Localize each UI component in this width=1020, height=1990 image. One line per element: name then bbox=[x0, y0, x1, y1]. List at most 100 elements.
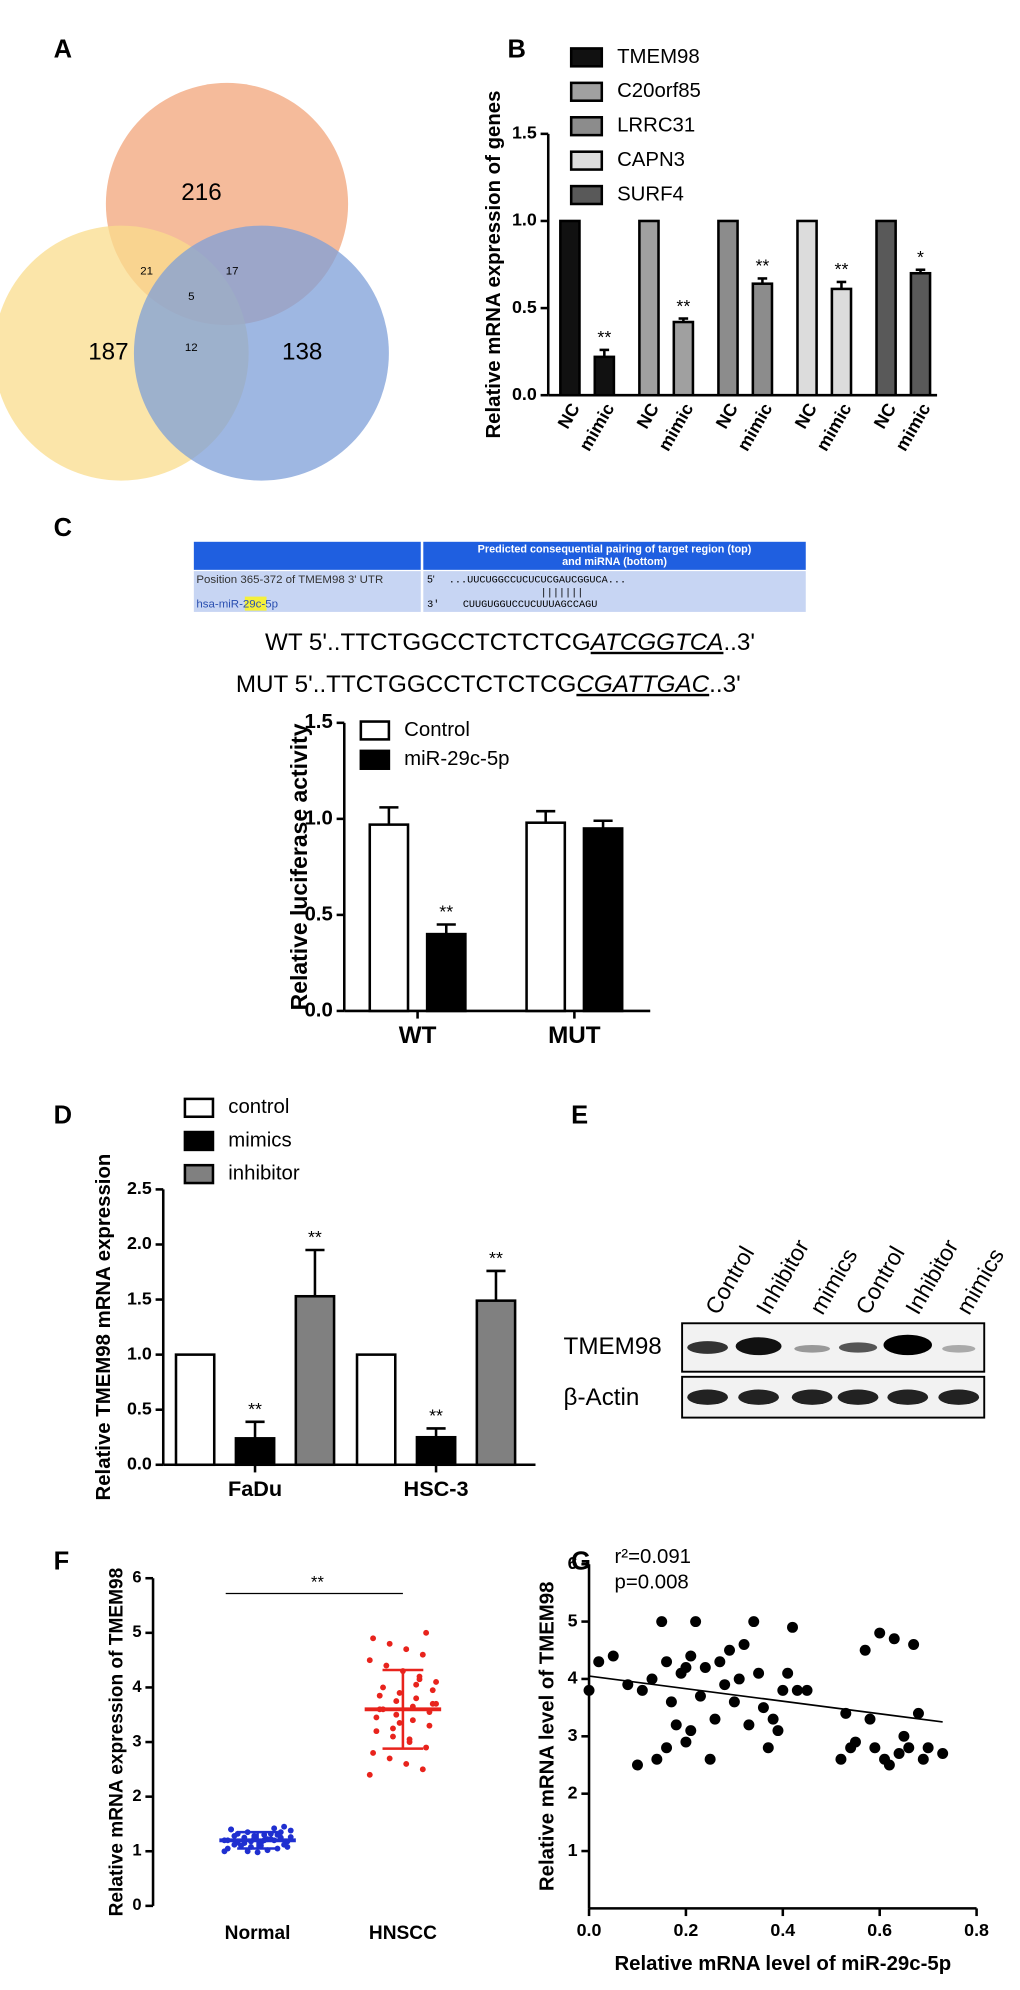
panel-label: E bbox=[571, 1101, 588, 1129]
y-tick-label: 1 bbox=[568, 1840, 578, 1860]
blot-row-label: TMEM98 bbox=[564, 1333, 662, 1360]
data-point bbox=[287, 1827, 294, 1834]
x-tick-label: NC bbox=[633, 400, 663, 432]
y-tick-label: 1.0 bbox=[512, 210, 537, 230]
bar bbox=[638, 219, 660, 397]
venn-count: 138 bbox=[282, 339, 322, 366]
data-point bbox=[917, 1753, 929, 1765]
data-point bbox=[743, 1719, 755, 1731]
x-tick-label: MUT bbox=[548, 1022, 601, 1049]
label-part: 29c bbox=[243, 598, 262, 610]
data-point bbox=[254, 1849, 261, 1856]
panel-label: G bbox=[571, 1548, 591, 1576]
bar bbox=[830, 287, 853, 397]
target-table: Predicted consequential pairing of targe… bbox=[193, 541, 806, 612]
seq-part: ..3' bbox=[709, 671, 741, 698]
legend-swatch bbox=[183, 1097, 215, 1119]
data-point bbox=[762, 1742, 774, 1754]
data-point bbox=[694, 1690, 706, 1702]
x-tick-label: HSC-3 bbox=[404, 1476, 469, 1501]
data-point bbox=[704, 1753, 716, 1765]
blot-frame bbox=[681, 1322, 986, 1373]
significance: ** bbox=[597, 327, 611, 347]
table-cell bbox=[423, 571, 806, 612]
table-cell bbox=[193, 571, 421, 612]
data-point bbox=[859, 1644, 871, 1656]
data-point bbox=[680, 1736, 692, 1748]
data-point bbox=[396, 1720, 403, 1726]
data-point bbox=[403, 1646, 410, 1653]
y-tick-label: 2 bbox=[132, 1786, 141, 1805]
band bbox=[883, 1334, 932, 1356]
data-point bbox=[413, 1695, 420, 1702]
data-point bbox=[380, 1684, 386, 1691]
fit-line bbox=[588, 1675, 943, 1723]
legend-swatch bbox=[569, 184, 604, 206]
data-point bbox=[699, 1661, 711, 1673]
data-point bbox=[922, 1742, 934, 1754]
data-point bbox=[433, 1700, 439, 1707]
y-tick-label: 0.5 bbox=[127, 1398, 152, 1418]
band bbox=[942, 1344, 976, 1353]
band bbox=[794, 1344, 830, 1353]
data-point bbox=[864, 1713, 876, 1725]
panel-label: C bbox=[54, 514, 72, 542]
x-tick-label: FaDu bbox=[228, 1476, 282, 1501]
data-point bbox=[271, 1825, 278, 1832]
table-row-label: hsa-miR-29c-5p bbox=[196, 598, 278, 610]
x-tick-label: mimic bbox=[654, 400, 697, 455]
bar bbox=[415, 1435, 457, 1467]
significance: ** bbox=[439, 902, 453, 922]
data-point bbox=[277, 1829, 284, 1836]
legend-label: LRRC31 bbox=[617, 115, 695, 137]
data-point bbox=[787, 1621, 798, 1633]
panel-label: D bbox=[54, 1101, 72, 1129]
panel-label: F bbox=[54, 1548, 70, 1576]
data-point bbox=[376, 1692, 383, 1699]
y-tick-label: 2.0 bbox=[127, 1233, 152, 1253]
data-point bbox=[366, 1657, 373, 1664]
bar bbox=[796, 219, 818, 397]
x-tick-label: mimic bbox=[575, 400, 618, 455]
data-point bbox=[912, 1707, 924, 1719]
data-point bbox=[228, 1826, 235, 1833]
bar bbox=[909, 271, 932, 397]
data-point bbox=[416, 1676, 423, 1683]
bar bbox=[525, 821, 567, 1013]
data-point bbox=[680, 1661, 692, 1673]
legend-label: CAPN3 bbox=[617, 149, 685, 171]
y-tick-label: 2 bbox=[568, 1782, 578, 1802]
x-tick-label: mimic bbox=[891, 400, 934, 455]
table-row-label: Position 365-372 of TMEM98 3' UTR bbox=[196, 574, 383, 586]
y-tick-label: 0.5 bbox=[304, 903, 332, 925]
data-point bbox=[646, 1673, 658, 1685]
data-point bbox=[651, 1753, 663, 1765]
y-tick-label: 5 bbox=[132, 1622, 141, 1641]
seq-part: WT 5'..TTCTGGCCTCTCTCG bbox=[265, 629, 591, 656]
data-point bbox=[656, 1616, 668, 1628]
data-point bbox=[893, 1748, 905, 1760]
x-tick-label: 0.0 bbox=[577, 1920, 602, 1940]
significance: ** bbox=[248, 1399, 262, 1419]
data-point bbox=[403, 1760, 410, 1767]
data-point bbox=[390, 1733, 396, 1740]
bar bbox=[425, 932, 467, 1013]
venn-count: 21 bbox=[140, 266, 153, 278]
annotation: r²=0.091 bbox=[615, 1546, 691, 1568]
data-point bbox=[393, 1711, 400, 1718]
y-tick-label: 2.5 bbox=[127, 1178, 152, 1198]
y-tick-label: 0.0 bbox=[512, 384, 537, 404]
band bbox=[837, 1389, 879, 1405]
data-point bbox=[937, 1748, 949, 1760]
data-point bbox=[738, 1639, 750, 1651]
y-tick-label: 1.5 bbox=[127, 1288, 152, 1308]
data-point bbox=[423, 1629, 430, 1636]
x-tick-label: 0.2 bbox=[674, 1920, 699, 1940]
x-tick-label: Normal bbox=[225, 1923, 291, 1944]
x-tick-label: 0.6 bbox=[867, 1920, 892, 1940]
x-tick-label: mimic bbox=[812, 400, 855, 455]
strand-end: 3' bbox=[427, 599, 439, 611]
table-header-cell bbox=[423, 541, 806, 570]
